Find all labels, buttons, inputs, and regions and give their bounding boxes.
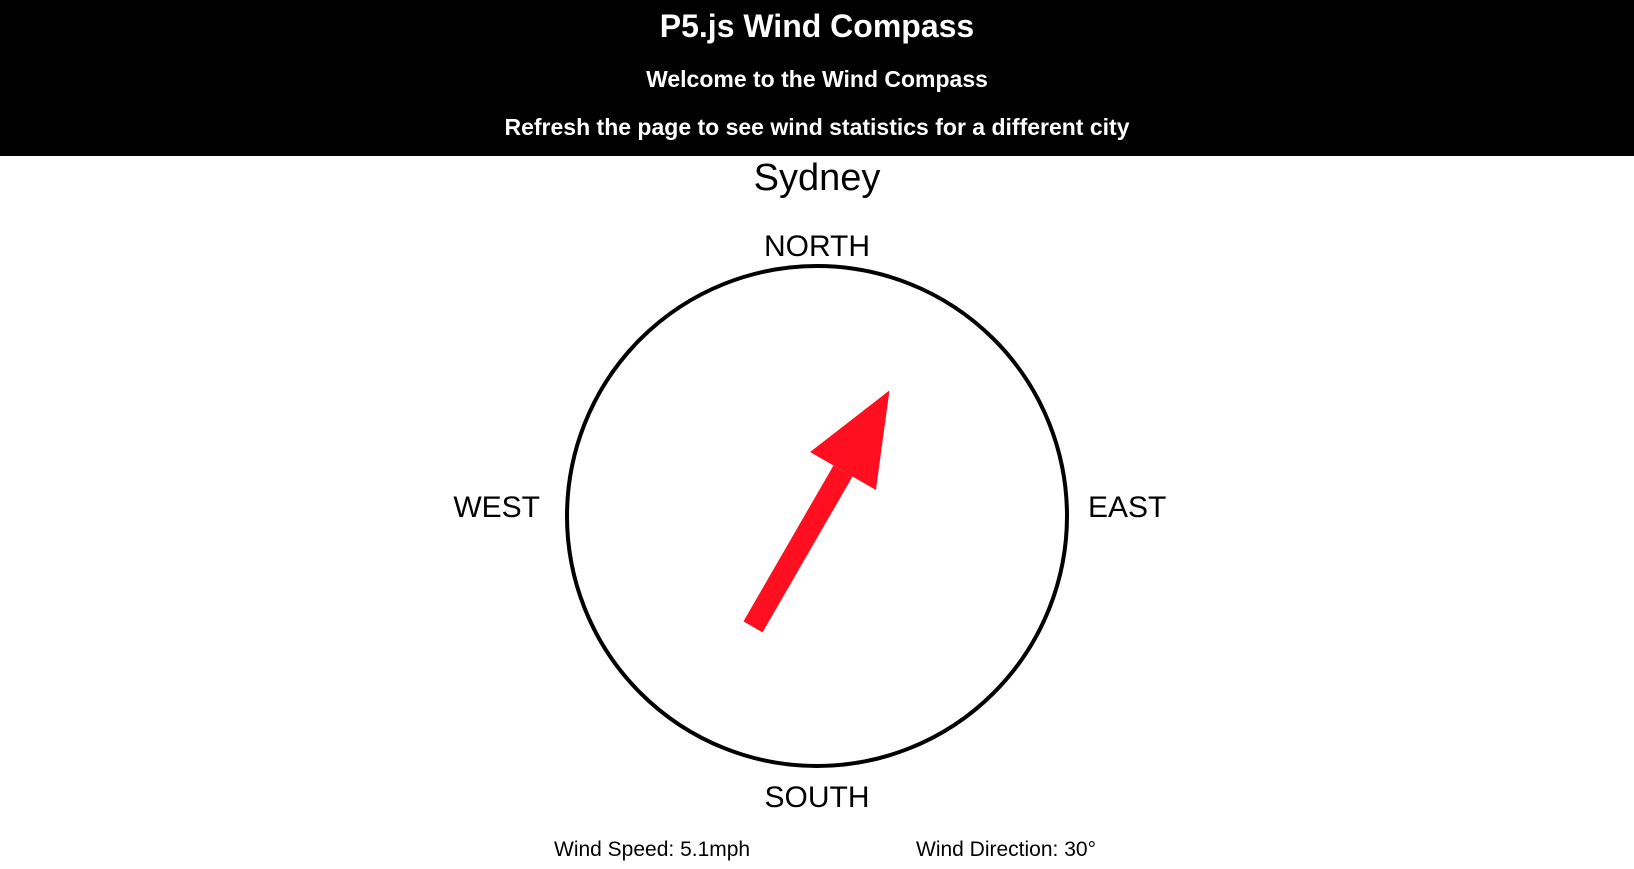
south-label: SOUTH xyxy=(765,781,870,814)
arrow-shaft xyxy=(743,465,853,633)
refresh-instruction: Refresh the page to see wind statistics … xyxy=(504,114,1130,140)
east-label: EAST xyxy=(1088,491,1166,524)
welcome-text: Welcome to the Wind Compass xyxy=(646,66,988,92)
city-name: Sydney xyxy=(754,157,881,199)
page-title: P5.js Wind Compass xyxy=(659,8,975,44)
arrow-head xyxy=(810,390,890,490)
compass-circle xyxy=(565,264,1069,768)
wind-speed-readout: Wind Speed: 5.1mph xyxy=(554,838,750,861)
wind-direction-arrow xyxy=(743,390,890,633)
north-label: NORTH xyxy=(764,230,870,263)
wind-direction-readout: Wind Direction: 30° xyxy=(916,838,1096,861)
page-header: P5.js Wind Compass Welcome to the Wind C… xyxy=(0,0,1634,156)
west-label: WEST xyxy=(453,491,540,524)
